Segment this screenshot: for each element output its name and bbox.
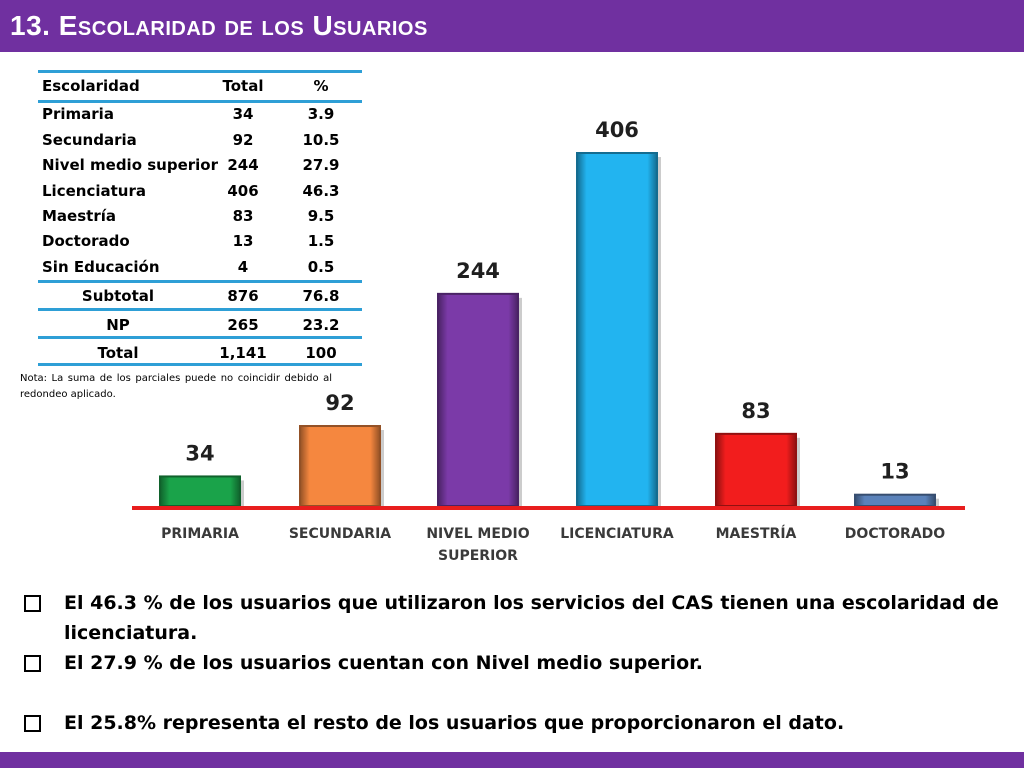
table-rule (38, 336, 362, 339)
table-row: Nivel medio superior 244 27.9 (38, 152, 362, 177)
table-row: Doctorado 13 1.5 (38, 228, 362, 253)
table-cell: 406 (227, 181, 259, 200)
table-row: Primaria 34 3.9 (38, 101, 362, 126)
category-label: SUPERIOR (438, 548, 518, 564)
table-header: Total (222, 77, 264, 95)
table-cell: 265 (227, 315, 259, 334)
bottom-bar (0, 752, 1024, 768)
data-label: 13 (880, 460, 909, 484)
table-cell: 3.9 (307, 105, 335, 124)
table-cell: Total (97, 343, 139, 362)
data-label: 92 (325, 391, 354, 415)
table-summary-row: Subtotal 876 76.8 (38, 283, 362, 308)
table-cell: 876 (227, 287, 259, 306)
table-cell: Nivel medio superior (42, 156, 218, 175)
table-cell: Doctorado (42, 232, 130, 251)
table-cell: 244 (227, 156, 259, 175)
table-summary-row: NP 265 23.2 (38, 312, 362, 337)
category-label: MAESTRÍA (716, 525, 797, 542)
table-cell: Maestría (42, 206, 116, 225)
table-cell: 92 (232, 130, 254, 149)
data-label: 406 (595, 118, 639, 142)
category-label: DOCTORADO (845, 526, 945, 542)
table-cell: 4 (237, 257, 249, 276)
escolaridad-table: Escolaridad Total % Primaria 34 3.9 Secu… (38, 70, 362, 366)
bar-doctorado (854, 493, 936, 508)
bar-secundaria (299, 425, 381, 508)
table-cell: 27.9 (302, 156, 340, 175)
table-cell: 23.2 (302, 315, 340, 334)
table-cell: Secundaria (42, 130, 137, 149)
table-cell: Sin Educación (42, 257, 160, 276)
table-cell: 1,141 (219, 343, 267, 362)
table-cell: 0.5 (307, 257, 335, 276)
table-cell: 46.3 (302, 181, 340, 200)
table-rule (38, 308, 362, 311)
checkbox-bullet-icon (24, 655, 41, 672)
table-row: Secundaria 92 10.5 (38, 127, 362, 152)
title-bar: 13. Escolaridad de los Usuarios (0, 0, 1024, 52)
table-header: Escolaridad (42, 77, 140, 95)
table-rule-top (38, 70, 362, 73)
table-cell: 13 (232, 232, 254, 251)
table-row: Maestría 83 9.5 (38, 203, 362, 228)
table-header: % (313, 77, 329, 95)
checkbox-bullet-icon (24, 715, 41, 732)
category-label: NIVEL MEDIO (426, 526, 529, 542)
page-title: 13. Escolaridad de los Usuarios (10, 10, 428, 42)
bullet-text: El 46.3 % de los usuarios que utilizaron… (64, 592, 999, 644)
table-summary-row: Total 1,141 100 (38, 340, 362, 365)
data-label: 34 (185, 441, 214, 465)
table-rule-bottom (38, 363, 362, 366)
category-label: SECUNDARIA (289, 526, 391, 542)
title-text: 13. Escolaridad de los Usuarios (10, 10, 428, 41)
table-cell: 76.8 (302, 287, 340, 306)
table-cell: 34 (232, 105, 254, 124)
table-rule-header (38, 100, 362, 103)
table-cell: 100 (305, 343, 337, 362)
table-cell: 9.5 (307, 206, 335, 225)
table-rule (38, 280, 362, 283)
category-label: LICENCIATURA (560, 526, 674, 542)
table-cell: 83 (232, 206, 254, 225)
bar-licenciatura (576, 152, 658, 507)
table-row: Sin Educación 4 0.5 (38, 254, 362, 279)
table-note: Nota: La suma de los parciales puede no … (20, 373, 332, 400)
bar-nivel-medio-superior (437, 292, 519, 507)
table-cell: NP (106, 315, 130, 334)
table-cell: 1.5 (307, 232, 335, 251)
checkbox-bullet-icon (24, 595, 41, 612)
table-cell: Subtotal (81, 287, 155, 306)
table-cell: 10.5 (302, 130, 340, 149)
category-label: PRIMARIA (161, 526, 239, 542)
bullet-text: El 25.8% representa el resto de los usua… (64, 712, 845, 734)
bar-primaria (159, 475, 241, 507)
table-row: Licenciatura 406 46.3 (38, 178, 362, 203)
data-label: 83 (741, 399, 770, 423)
table-header-row: Escolaridad Total % (38, 73, 362, 98)
bullet-text: El 27.9 % de los usuarios cuentan con Ni… (64, 652, 704, 674)
table-cell: Primaria (42, 105, 114, 124)
data-label: 244 (456, 259, 500, 283)
bar-maestr-a (715, 432, 797, 507)
table-cell: Licenciatura (42, 181, 146, 200)
